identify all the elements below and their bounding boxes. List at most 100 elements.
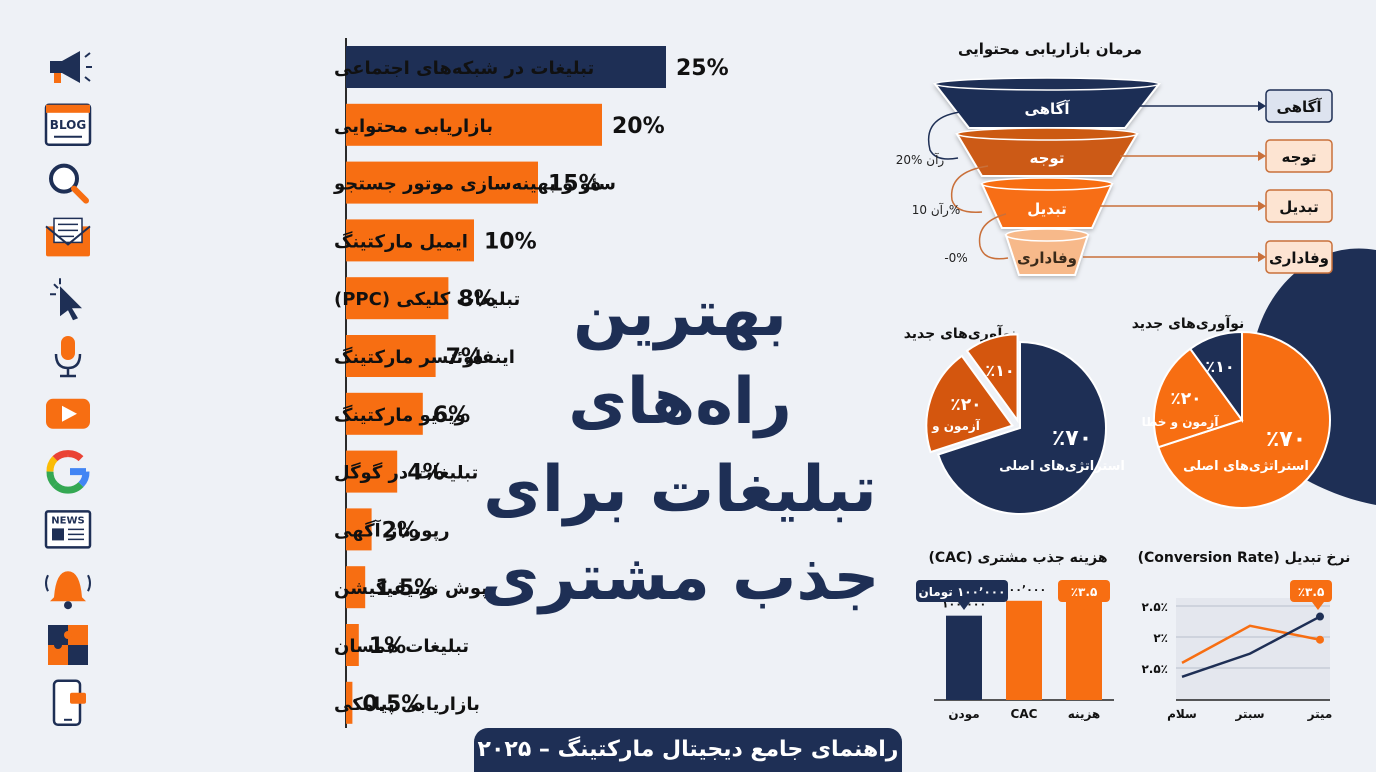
pie-value-label: ٪۲۰ (950, 395, 981, 415)
channel-bar-chart: تبلیغات در شبکه‌های اجتماعی 25% بازاریابی … (44, 38, 729, 728)
microphone-icon (54, 336, 82, 378)
value-label: 15% (548, 172, 601, 197)
value-label: 8% (458, 287, 495, 312)
funnel-stage-rim (956, 127, 1138, 141)
funnel-side-label: آگاهی (1276, 98, 1322, 116)
bar (346, 161, 538, 204)
bar (346, 681, 353, 724)
cac-callout-label: ٪۳.۵ (1071, 585, 1098, 599)
pie-sublabel: استراتژی‌های اصلی (1183, 459, 1309, 474)
search-icon (49, 163, 89, 204)
category-label: تبلیغات در شبکه‌های اجتماعی (334, 58, 594, 79)
cac-callout (916, 580, 1008, 602)
funnel-stage-rim (1005, 228, 1089, 242)
pie-sublabel: استراتژی‌های اصلی (999, 459, 1125, 474)
pie-slice (1188, 330, 1243, 424)
main-title-line: بهترین راه‌های (568, 277, 792, 439)
funnel-flow-label: رآن 10% (912, 202, 960, 218)
bar (346, 335, 436, 377)
funnel-side-box (1265, 189, 1333, 223)
conversion-callout (1290, 580, 1332, 602)
conversion-callout-label: ٪۳.۵ (1298, 585, 1325, 599)
funnel-side-box (1265, 240, 1333, 274)
bar (346, 103, 602, 146)
bar (346, 277, 449, 320)
category-label: رپورتاژ آگهی (334, 518, 450, 541)
value-label: 2% (382, 518, 419, 543)
main-title-line: جذب مشتری (480, 541, 880, 615)
cac-bar (946, 615, 982, 700)
category-label: پوش نوتیفیکیشن (334, 578, 488, 599)
value-label: 0.5% (362, 692, 423, 717)
pie-slice (936, 340, 1107, 515)
funnel-stage-label: تبدیل (1027, 200, 1066, 218)
pie-value-label: ٪۱۰ (985, 361, 1014, 380)
bar (346, 508, 372, 551)
conversion-series-line (1181, 624, 1321, 665)
category-label: تبلیغات در گوگل (334, 462, 478, 484)
svg-text:BLOG: BLOG (50, 118, 86, 132)
svg-text:NEWS: NEWS (51, 515, 84, 526)
pie-value-label: ٪۱۰ (1205, 357, 1234, 376)
innovation-pie-charts: نوآوری‌های جدید ٪۷۰ استراتژی‌های اصلی ٪۲۰ آز… (904, 314, 1331, 515)
conversion-category-label: سلام (1167, 707, 1197, 722)
category-label: اینفلوئنسر مارکتینگ (334, 346, 515, 368)
conversion-ytick-label: ۲٪ (1153, 631, 1168, 645)
bar (346, 219, 474, 262)
value-label: 1% (369, 634, 406, 659)
value-label: 25% (676, 56, 729, 81)
cac-category-label: هزینه (1068, 707, 1100, 721)
pie-slice (925, 354, 1015, 454)
value-label: 1.5% (375, 576, 436, 601)
puzzle-icon (48, 625, 88, 665)
funnel-title: مرمان بازاریابی محتوایی (958, 40, 1142, 58)
pie-slice (1153, 347, 1244, 449)
google-icon (46, 450, 90, 494)
funnel-flow-label: -0% (944, 251, 967, 265)
cac-callout-pointer (958, 602, 970, 610)
cac-category-label: مودن (948, 707, 979, 722)
main-title-line: تبلیغات برای (483, 453, 877, 527)
funnel-stage-label: آگاهی (1024, 100, 1070, 118)
category-label: بازاریابی محتوایی (334, 116, 493, 137)
funnel-side-label: تبدیل (1279, 198, 1318, 216)
email-icon (45, 217, 91, 257)
megaphone-icon (50, 51, 92, 83)
funnel-flow-label: رآن %20 (896, 152, 945, 168)
cac-bar-chart: هزینه جذب مشتری (CAC)۱۰۰٬۰۰۰مودن۱۰۰٬۰۰۰C… (916, 550, 1114, 722)
cac-value-label: ۱۰۰٬۰۰۰ (1002, 583, 1046, 596)
funnel-side-label: توجه (1282, 148, 1317, 166)
value-label: 20% (612, 114, 665, 139)
funnel-stage-rim (934, 77, 1160, 91)
pie-title: نوآوری‌های جدید (904, 324, 1017, 342)
bar (346, 566, 366, 609)
cursor-icon (50, 278, 82, 321)
value-label: 4% (407, 461, 444, 486)
conversion-point (1316, 635, 1324, 644)
main-title: بهترین راه‌های تبلیغات برای جذب مشتری (470, 270, 890, 622)
cac-bar (1006, 600, 1042, 700)
category-label: سئو و بهینه‌سازی موتور جستجو (333, 174, 616, 195)
blog-icon: BLOG (44, 103, 92, 147)
conversion-title: نرخ تبدیل (Conversion Rate) (1138, 550, 1351, 566)
conversion-point (1316, 612, 1324, 621)
conversion-plot-area (1176, 598, 1330, 700)
pie-sublabel: آزمون و خطا (1142, 414, 1220, 430)
conversion-callout-pointer (1312, 602, 1324, 610)
pie-value-label: ٪۷۰ (1052, 426, 1092, 451)
funnel-connector-arrowhead (1258, 151, 1266, 161)
funnel-flow-arrow (978, 213, 1009, 260)
category-label: تبلیغات همسان (334, 636, 469, 657)
sms-phone-icon (52, 679, 86, 727)
category-label: تبلیغات کلیکی (PPC) (334, 289, 520, 310)
value-label: 6% (433, 403, 470, 428)
category-label: ویدیو مارکتینگ (334, 404, 466, 426)
funnel-side-label: وفاداری (1269, 249, 1329, 267)
cac-callout (1058, 580, 1110, 602)
conversion-ytick-label: ۲.۵٪ (1141, 662, 1168, 676)
pie-slice (1157, 330, 1331, 509)
funnel-flow-arrow (950, 165, 989, 213)
conversion-category-label: سبتر (1234, 707, 1264, 721)
funnel-stage-label: وفاداری (1017, 249, 1077, 267)
